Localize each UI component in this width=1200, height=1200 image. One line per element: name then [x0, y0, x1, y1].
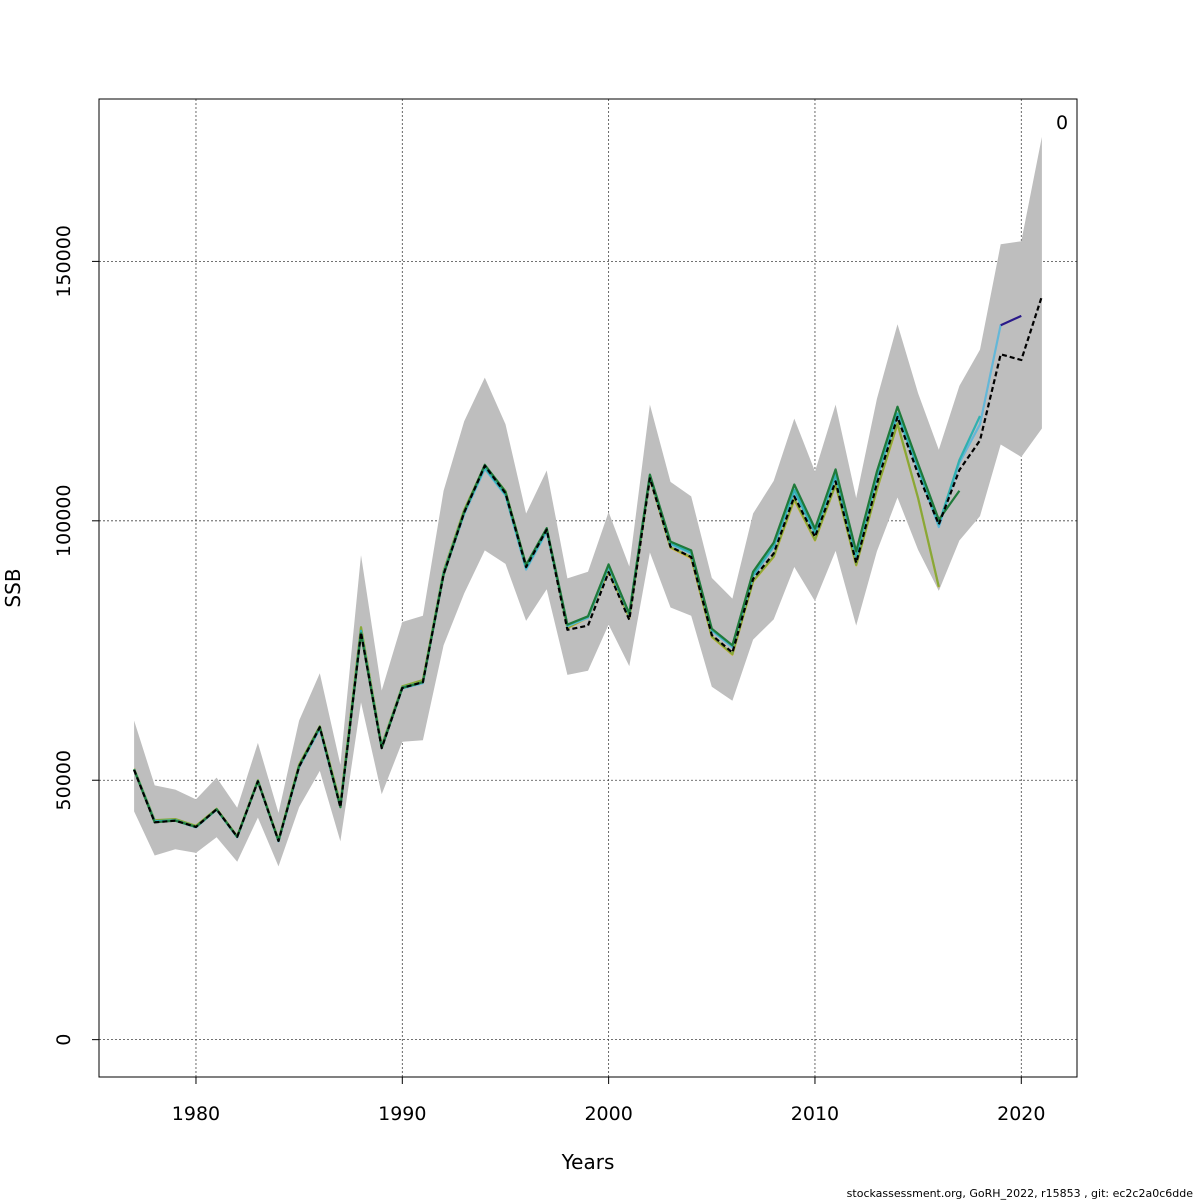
y-tick-label: 0: [53, 1034, 75, 1046]
confidence-band: [134, 136, 1042, 867]
y-tick-label: 50000: [53, 750, 75, 810]
series-line-5: [133, 405, 961, 843]
x-axis-title: Years: [561, 1150, 615, 1174]
x-tick-label: 1980: [172, 1103, 220, 1125]
y-tick-label: 100000: [53, 485, 75, 558]
x-tick-label: 2000: [584, 1103, 632, 1125]
axis-ticks: 1980 1990 2000 2010 2020 0 50000 100000 150000: [53, 225, 1045, 1125]
x-tick-label: 2010: [791, 1103, 839, 1125]
series-line-4: [1000, 314, 1022, 327]
y-tick-label: 150000: [53, 225, 75, 298]
confidence-band-layer: [134, 136, 1042, 867]
corner-label: 0: [1056, 112, 1068, 134]
x-tick-label: 1990: [378, 1103, 426, 1125]
y-axis-title: SSB: [1, 568, 25, 607]
series-line-6: [133, 295, 1043, 843]
x-tick-label: 2020: [997, 1103, 1045, 1125]
footer-credit: stockassessment.org, GoRH_2022, r15853 ,…: [847, 1187, 1194, 1200]
series-layer: [133, 295, 1043, 843]
plot-frame: [98, 98, 1078, 1078]
